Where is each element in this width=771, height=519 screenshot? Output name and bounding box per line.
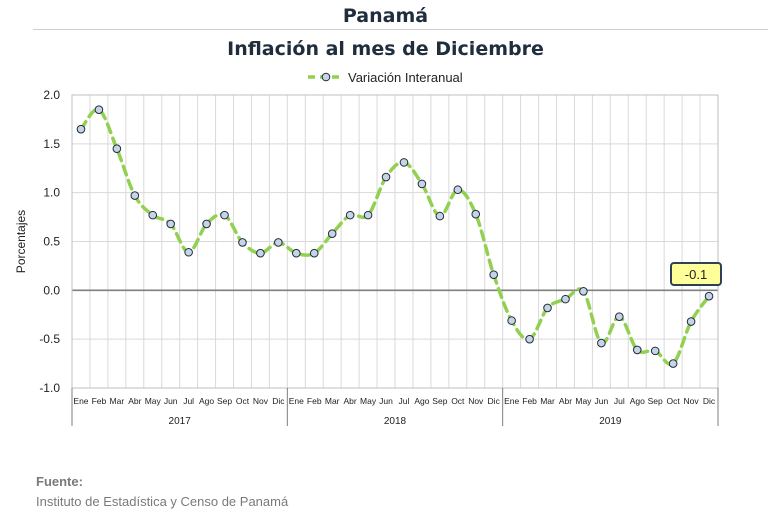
- data-point: [202, 219, 211, 229]
- x-tick-label: Feb: [307, 396, 322, 406]
- y-axis-label: Porcentajes: [14, 210, 28, 273]
- data-point: [148, 210, 158, 220]
- last-value-label: -0.1: [685, 267, 707, 282]
- y-tick-label: -1.0: [39, 381, 60, 395]
- source-label: Fuente:: [36, 474, 83, 489]
- x-tick-label: Nov: [253, 396, 269, 406]
- x-tick-label: Dic: [703, 396, 716, 406]
- x-tick-label: Abr: [559, 396, 572, 406]
- x-tick-label: Ene: [504, 396, 519, 406]
- x-tick-label: Jul: [614, 396, 625, 406]
- x-tick-label: Ago: [414, 396, 429, 406]
- data-point: [112, 144, 122, 154]
- data-point: [345, 210, 355, 220]
- x-tick-label: Nov: [468, 396, 484, 406]
- y-tick-label: 0.0: [43, 283, 60, 297]
- x-tick-label: Oct: [236, 396, 250, 406]
- x-tick-label: Feb: [522, 396, 537, 406]
- y-tick-label: 2.0: [43, 88, 60, 102]
- y-tick-label: 0.5: [43, 235, 60, 249]
- y-tick-label: 1.0: [43, 186, 60, 200]
- x-tick-label: Ene: [73, 396, 88, 406]
- y-tick-label: 1.5: [43, 137, 60, 151]
- data-point: [704, 291, 714, 301]
- x-tick-label: Mar: [110, 396, 125, 406]
- data-point: [417, 179, 427, 189]
- x-year-label: 2019: [599, 416, 622, 427]
- x-tick-label: Jun: [595, 396, 609, 406]
- data-point: [543, 303, 552, 313]
- chart-subtitle: Inflación al mes de Diciembre: [227, 38, 544, 60]
- x-tick-label: May: [145, 396, 162, 406]
- legend-label: Variación Interanual: [348, 70, 463, 85]
- data-point: [597, 338, 606, 348]
- x-tick-label: Sep: [217, 396, 232, 406]
- data-point: [686, 317, 696, 326]
- x-tick-label: May: [360, 396, 377, 406]
- x-tick-label: Feb: [92, 396, 107, 406]
- x-tick-label: Abr: [344, 396, 357, 406]
- x-tick-label: Sep: [432, 396, 447, 406]
- x-tick-label: Oct: [667, 396, 681, 406]
- x-tick-label: Ago: [630, 396, 645, 406]
- data-point: [130, 191, 140, 200]
- x-tick-label: Mar: [325, 396, 340, 406]
- source-text: Instituto de Estadística y Censo de Pana…: [36, 494, 289, 509]
- data-point: [453, 185, 463, 195]
- data-point: [238, 238, 247, 247]
- data-point: [76, 124, 86, 134]
- x-tick-label: Dic: [488, 396, 501, 406]
- x-tick-label: Ene: [289, 396, 304, 406]
- data-point: [220, 210, 229, 220]
- chart-title: Panamá: [342, 5, 429, 27]
- x-year-label: 2018: [384, 416, 407, 427]
- data-point: [471, 209, 481, 219]
- data-point: [489, 270, 498, 280]
- data-point: [256, 248, 265, 258]
- x-tick-label: May: [575, 396, 592, 406]
- plot-frame: [71, 94, 719, 389]
- x-tick-label: Oct: [451, 396, 465, 406]
- x-tick-label: Dic: [272, 396, 285, 406]
- data-point: [525, 334, 534, 344]
- data-point: [327, 229, 337, 238]
- data-point: [435, 211, 445, 221]
- data-point: [507, 316, 516, 325]
- title-divider: [33, 29, 768, 30]
- x-tick-label: Sep: [648, 396, 663, 406]
- data-point: [632, 345, 642, 355]
- data-point: [184, 247, 193, 257]
- x-tick-label: Mar: [540, 396, 555, 406]
- data-point: [166, 219, 175, 229]
- data-point: [399, 158, 409, 167]
- last-value-callout: [670, 262, 722, 286]
- data-point: [363, 210, 373, 220]
- data-point: [668, 359, 678, 368]
- x-year-label: 2017: [169, 416, 192, 427]
- x-tick-label: Jun: [379, 396, 393, 406]
- data-point: [292, 248, 301, 258]
- x-tick-label: Jul: [399, 396, 410, 406]
- x-tick-label: Abr: [128, 396, 141, 406]
- legend-marker: [321, 72, 331, 82]
- data-point: [309, 248, 319, 258]
- data-point: [650, 346, 660, 356]
- data-point: [561, 294, 570, 304]
- data-point: [381, 172, 391, 182]
- data-point: [94, 105, 104, 114]
- data-point: [615, 312, 624, 322]
- y-tick-label: -0.5: [39, 332, 60, 346]
- data-point: [579, 287, 588, 296]
- data-point: [274, 238, 283, 247]
- x-tick-label: Jun: [164, 396, 178, 406]
- x-tick-label: Nov: [684, 396, 700, 406]
- x-tick-label: Ago: [199, 396, 214, 406]
- x-tick-label: Jul: [183, 396, 194, 406]
